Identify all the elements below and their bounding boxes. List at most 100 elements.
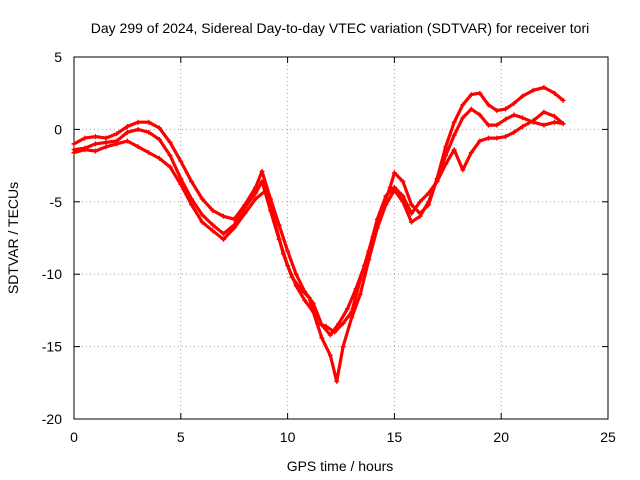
data-point [511, 129, 517, 135]
data-point [327, 352, 333, 358]
data-point [124, 129, 130, 135]
data-point [293, 271, 299, 277]
data-point [426, 199, 432, 205]
series-2 [71, 106, 566, 384]
data-point [451, 147, 457, 153]
data-point [391, 184, 397, 190]
data-point [391, 170, 397, 176]
data-point [374, 216, 380, 222]
y-tick-label: -5 [50, 194, 63, 210]
data-point [103, 135, 109, 141]
data-point [511, 100, 517, 106]
data-point [477, 112, 483, 118]
data-point [289, 274, 295, 280]
x-tick-label: 5 [177, 429, 185, 445]
data-point [530, 87, 536, 93]
data-point [135, 126, 141, 132]
data-point [189, 179, 194, 184]
data-point [530, 118, 536, 124]
series-band [72, 85, 565, 337]
data-point [460, 167, 466, 173]
data-point [485, 102, 491, 108]
data-point [494, 122, 500, 128]
data-point [340, 344, 346, 350]
x-tick-label: 0 [70, 429, 78, 445]
data-point [520, 93, 526, 99]
plot-frame [73, 56, 609, 420]
data-point [349, 309, 355, 315]
data-point [302, 297, 308, 303]
data-point [503, 116, 508, 122]
data-point [263, 187, 269, 193]
data-point [199, 212, 205, 218]
data-point [426, 190, 432, 196]
data-point [146, 129, 152, 135]
x-tick-label: 15 [387, 429, 403, 445]
data-point [146, 150, 152, 156]
data-point [460, 102, 466, 108]
data-point [327, 332, 333, 338]
data-point [357, 292, 363, 297]
data-point [210, 222, 216, 228]
data-point [280, 251, 286, 257]
data-point [434, 179, 440, 184]
data-point [71, 141, 77, 147]
data-point [210, 208, 216, 213]
series-band [72, 107, 565, 383]
data-point [167, 153, 173, 158]
data-point [344, 306, 350, 312]
data-point [221, 213, 226, 219]
data-point [400, 193, 406, 199]
data-point [503, 134, 508, 140]
data-point [285, 248, 291, 254]
x-tick-label: 20 [493, 429, 509, 445]
data-point [306, 294, 312, 300]
data-point [103, 139, 109, 145]
data-point [468, 92, 474, 98]
data-point [443, 144, 449, 150]
data-point [124, 138, 130, 144]
y-tick-label: -10 [42, 266, 62, 282]
data-point [199, 219, 205, 225]
data-point [103, 144, 109, 150]
data-point [167, 164, 173, 170]
data-point [443, 153, 449, 158]
data-point [336, 320, 342, 326]
data-point [541, 122, 547, 128]
chart-title: Day 299 of 2024, Sidereal Day-to-day VTE… [91, 20, 590, 36]
data-point [114, 141, 120, 147]
data-point [135, 119, 141, 125]
y-tick-label: -20 [42, 411, 62, 427]
data-point [511, 112, 517, 118]
data-point [189, 202, 194, 208]
data-point [259, 168, 265, 174]
data-point [124, 124, 130, 129]
data-point [443, 161, 449, 167]
x-axis-label: GPS time / hours [287, 458, 394, 474]
data-point [366, 248, 372, 254]
data-point [417, 213, 423, 219]
data-point [560, 97, 566, 103]
data-point [520, 124, 526, 129]
data-point [541, 84, 547, 90]
data-point [146, 119, 152, 125]
data-point [231, 216, 237, 222]
series-3 [71, 109, 566, 335]
y-axis-label: SDTVAR / TECUs [5, 182, 21, 294]
x-tick-label: 10 [280, 429, 296, 445]
data-point [468, 150, 474, 156]
data-point [135, 144, 141, 150]
data-point [156, 125, 162, 131]
data-point [178, 158, 184, 164]
data-point [221, 231, 226, 237]
data-point [357, 277, 363, 283]
data-point [334, 378, 340, 384]
data-point [349, 315, 355, 321]
data-point [323, 323, 329, 329]
data-point [221, 236, 226, 242]
data-point [552, 119, 558, 125]
data-point [71, 150, 77, 156]
data-point [560, 121, 566, 127]
data-point [485, 122, 491, 128]
data-point [541, 109, 547, 115]
